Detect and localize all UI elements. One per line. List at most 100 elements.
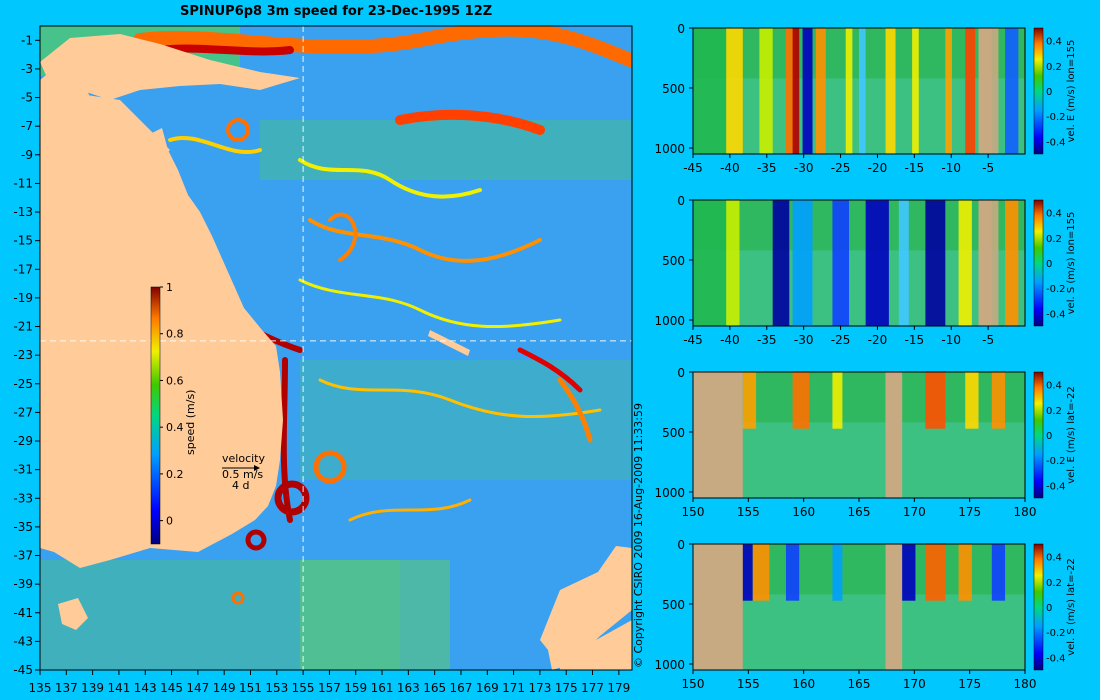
panel-feature <box>865 200 889 326</box>
panel-x-tick-label: -25 <box>831 161 851 175</box>
panel-feature <box>958 544 972 601</box>
panel-x-tick-label: -30 <box>794 333 814 347</box>
panel-colorbar-tick-label: 0.4 <box>1046 553 1062 564</box>
panel-colorbar <box>1033 371 1044 499</box>
panel-y-tick-label: 500 <box>662 254 685 268</box>
map-colorbar-tick-label: 0.4 <box>166 421 184 434</box>
map-x-tick-label: 151 <box>239 681 262 695</box>
panel-colorbar-tick-label: 0.4 <box>1046 37 1062 48</box>
panel-colorbar-tick-label: -0.2 <box>1046 112 1066 123</box>
panel-feature <box>832 200 850 326</box>
panel-y-tick-label: 1000 <box>654 142 685 156</box>
map-y-tick-label: -45 <box>13 663 33 677</box>
map-x-tick-label: 165 <box>423 681 446 695</box>
map-x-tick-label: 147 <box>186 681 209 695</box>
panel-colorbar-tick-label: -0.2 <box>1046 456 1066 467</box>
panel-colorbar-tick-label: -0.2 <box>1046 284 1066 295</box>
section-panel-image <box>693 28 1025 154</box>
panel-x-tick-label: -15 <box>905 333 925 347</box>
panel-colorbar-label: vel. E (m/s) lon=155 <box>1066 40 1077 143</box>
panel-x-tick-label: 175 <box>958 677 981 691</box>
panel-deep-layer <box>693 594 1025 670</box>
panel-colorbar-tick-label: 0 <box>1046 87 1052 98</box>
map-y-tick-label: -13 <box>13 205 33 219</box>
panel-x-tick-label: -30 <box>794 161 814 175</box>
panel-x-tick-label: -35 <box>757 161 777 175</box>
panel-y-tick-label: 0 <box>677 538 685 552</box>
panel-feature <box>726 28 743 154</box>
map-y-tick-label: -15 <box>13 234 33 248</box>
section-panel-image <box>693 544 1025 670</box>
section-panel-4: 150 155 160 165 170 175 180 0 500 1000 0.4 0.2 0 -0.2… <box>654 538 1077 691</box>
map-colorbar-tick-label: 0.2 <box>166 468 184 481</box>
panel-y-tick-label: 0 <box>677 366 685 380</box>
panel-feature <box>742 372 757 429</box>
panel-x-tick-label: 150 <box>682 505 705 519</box>
panel-colorbar-tick-label: 0 <box>1046 259 1052 270</box>
panel-feature <box>759 28 773 154</box>
map-x-tick-label: 153 <box>265 681 288 695</box>
panel-x-tick-label: -10 <box>941 161 961 175</box>
map-y-tick-label: -37 <box>13 549 33 563</box>
map-x-tick-label: 177 <box>581 681 604 695</box>
eddies <box>226 118 347 605</box>
panel-y-tick-label: 0 <box>677 22 685 36</box>
panel-x-tick-label: 150 <box>682 677 705 691</box>
map-x-tick-label: 173 <box>528 681 551 695</box>
panel-colorbar-label: vel. S (m/s) lat=-22 <box>1066 558 1077 656</box>
panel-feature <box>772 200 790 326</box>
panel-colorbar-tick-label: 0.2 <box>1046 234 1062 245</box>
velocity-key-days: 4 d <box>232 479 249 492</box>
panel-colorbar-tick-label: 0 <box>1046 603 1052 614</box>
panel-feature <box>912 28 919 154</box>
panel-feature <box>693 200 727 326</box>
panel-x-tick-label: -40 <box>720 333 740 347</box>
panel-land-mask <box>885 544 903 670</box>
panel-feature <box>693 28 727 154</box>
panel-feature <box>832 544 843 601</box>
panel-feature <box>991 372 1006 429</box>
panel-feature <box>885 28 896 154</box>
panel-x-tick-label: -20 <box>868 333 888 347</box>
panel-feature <box>845 28 853 154</box>
panel-y-tick-label: 500 <box>662 426 685 440</box>
map-x-tick-label: 169 <box>476 681 499 695</box>
panel-feature <box>958 200 972 326</box>
map-y-tick-label: -19 <box>13 291 33 305</box>
panel-feature <box>752 544 770 601</box>
panel-feature <box>1005 200 1019 326</box>
panel-feature <box>965 28 976 154</box>
map-x-tick-label: 143 <box>134 681 157 695</box>
panel-colorbar-tick-label: -0.4 <box>1046 309 1066 320</box>
panel-feature <box>925 544 946 601</box>
panel-colorbar-tick-label: 0.4 <box>1046 381 1062 392</box>
map-colorbar-tick-label: 0.8 <box>166 328 184 341</box>
panel-colorbar-tick-label: 0.2 <box>1046 578 1062 589</box>
panel-x-tick-label: -35 <box>757 333 777 347</box>
panel-x-tick-label: 160 <box>792 505 815 519</box>
panel-colorbar-tick-label: 0.4 <box>1046 209 1062 220</box>
panel-colorbar-label: vel. E (m/s) lat=-22 <box>1066 386 1077 484</box>
map-frame <box>39 25 633 671</box>
panel-feature <box>898 544 916 601</box>
panel-feature <box>898 200 909 326</box>
map-y-tick-label: -21 <box>13 320 33 334</box>
panel-land-mask <box>693 544 743 670</box>
velocity-key-scale: 0.5 m/s <box>222 468 263 481</box>
panel-feature <box>945 28 952 154</box>
map-x-tick-label: 175 <box>555 681 578 695</box>
panel-feature <box>991 544 1006 601</box>
panel-x-tick-label: -45 <box>683 161 703 175</box>
panel-feature <box>925 200 946 326</box>
panel-colorbar <box>1033 27 1044 155</box>
map-y-tick-label: -43 <box>13 634 33 648</box>
panel-feature <box>859 28 866 154</box>
map-x-tick-label: 155 <box>292 681 315 695</box>
map-y-tick-label: -7 <box>21 119 33 133</box>
panel-colorbar-tick-label: -0.2 <box>1046 628 1066 639</box>
map-y-ticks: -1 -3 -5 -7 -9 -11 -13 -15 -17 -19 -21 -23 -25 -27 -29… <box>13 33 40 677</box>
panel-colorbar-label: vel. S (m/s) lon=155 <box>1066 212 1077 315</box>
map-y-tick-label: -39 <box>13 577 33 591</box>
panel-land-mask <box>885 372 903 498</box>
